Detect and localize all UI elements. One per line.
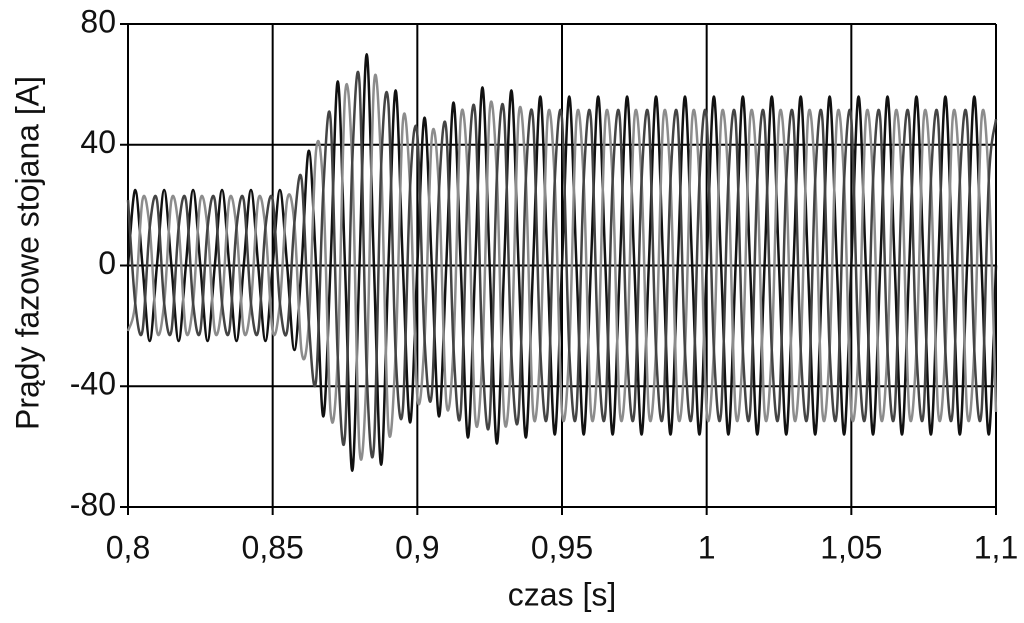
y-tick-label: 80	[80, 3, 116, 39]
phase-current-line	[126, 52, 998, 473]
x-tick-label: 0,95	[531, 529, 593, 565]
x-tick-label: 1,05	[820, 529, 882, 565]
y-tick-label: -80	[70, 486, 116, 522]
x-axis-title: czas [s]	[508, 576, 616, 612]
x-tick-label: 0,85	[242, 529, 304, 565]
x-tick-label: 1,1	[974, 529, 1018, 565]
x-tick-label: 1	[698, 529, 716, 565]
x-tick-label: 0,9	[395, 529, 439, 565]
y-tick-label: 0	[98, 245, 116, 281]
y-axis-title: Prądy fazowe stojana [A]	[9, 76, 45, 430]
x-tick-label: 0,8	[106, 529, 150, 565]
phase-current-line	[126, 70, 998, 459]
y-tick-label: 40	[80, 124, 116, 160]
y-tick-label: -40	[70, 366, 116, 402]
